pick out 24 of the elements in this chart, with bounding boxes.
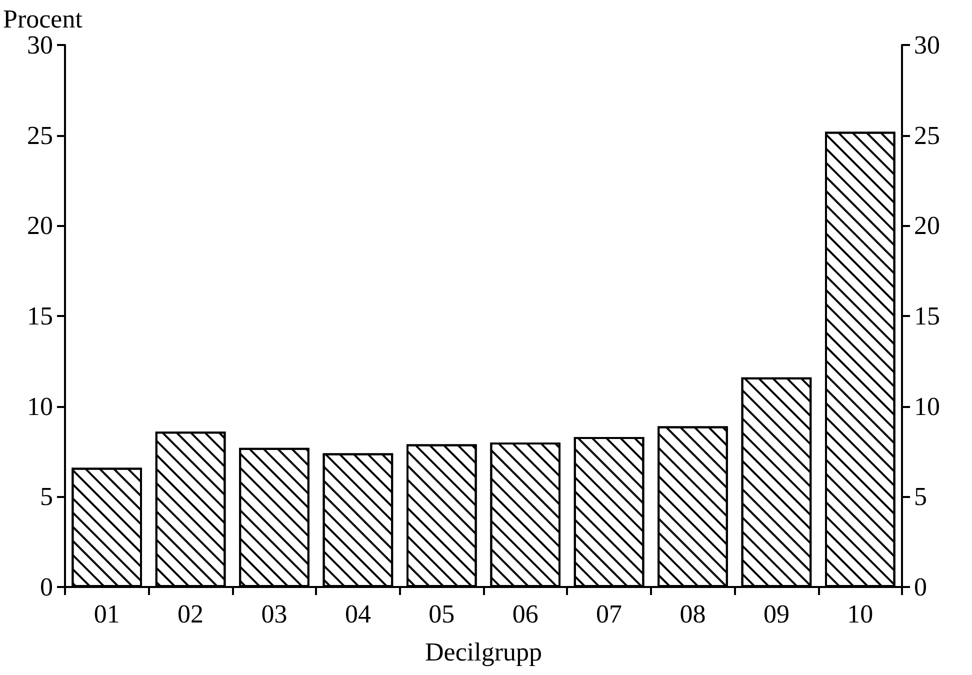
y2-tick-label: 20 <box>914 211 940 240</box>
y2-tick-label: 10 <box>914 392 940 421</box>
y-tick-label: 5 <box>40 482 53 512</box>
x-tick-label: 08 <box>680 600 706 628</box>
y-tick-label: 0 <box>40 572 53 602</box>
x-tick-label: 09 <box>763 600 790 628</box>
y2-tick-label: 25 <box>914 120 940 150</box>
y2-tick-label: 5 <box>914 482 927 512</box>
x-tick-label: 04 <box>344 600 371 628</box>
y2-tick-label: 30 <box>914 30 940 60</box>
x-tick-label: 03 <box>261 600 288 628</box>
y-tick-label: 20 <box>27 211 53 240</box>
y-tick-label: 10 <box>27 392 53 421</box>
x-axis-title: Decilgrupp <box>425 638 542 666</box>
x-tick-label: 02 <box>178 600 204 628</box>
x-tick-label: 01 <box>94 600 120 628</box>
x-tick-label: 10 <box>847 600 874 628</box>
x-tick-label: 06 <box>512 600 538 628</box>
y-tick-label: 25 <box>27 120 53 150</box>
y-tick-label: 15 <box>27 302 53 330</box>
x-tick-label: 07 <box>596 600 622 628</box>
x-tick-label: 05 <box>428 600 455 628</box>
y2-tick-label: 15 <box>914 302 940 330</box>
y2-tick-label: 0 <box>914 572 927 602</box>
